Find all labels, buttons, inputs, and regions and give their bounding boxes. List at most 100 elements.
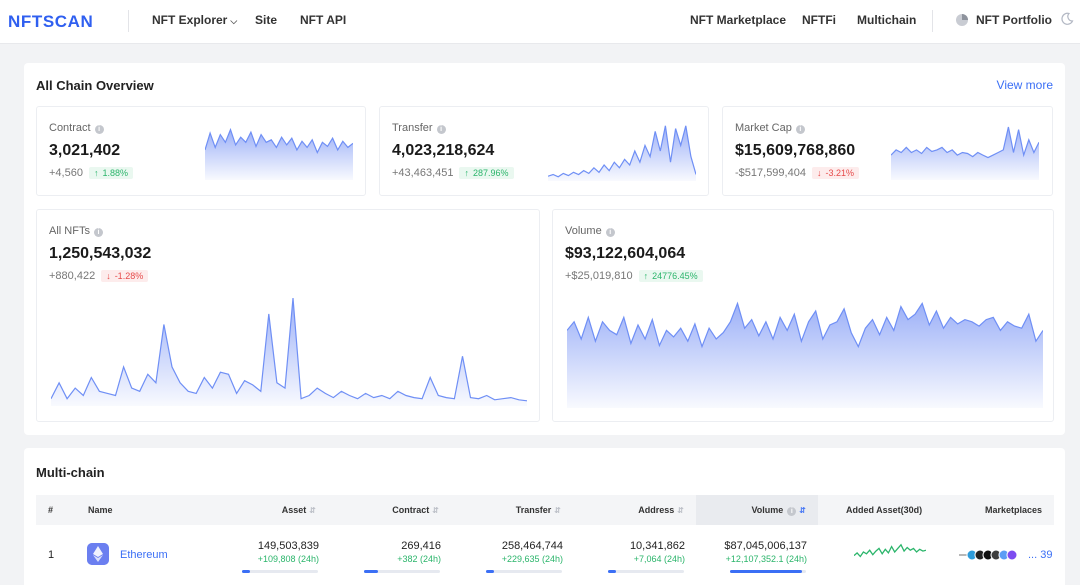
nav-divider <box>932 10 933 32</box>
stat-delta: +880,422 ↓ -1.28% <box>49 270 149 282</box>
cell-contract: 269,416 +382 (24h) <box>397 540 441 564</box>
table-header: # Name Asset ⇵ Contract ⇵ Transfer ⇵ Addres… <box>36 495 1054 525</box>
nav-nft-marketplace[interactable]: NFT Marketplace <box>690 13 787 27</box>
sort-icon: ⇵ <box>432 506 439 515</box>
sort-icon: ⇵ <box>554 506 561 515</box>
info-icon: i <box>93 228 103 237</box>
pie-chart-icon <box>956 14 968 26</box>
nav-site[interactable]: Site <box>255 13 278 27</box>
stat-card-transfer[interactable]: Transfer i 4,023,218,624 +43,463,451 ↑ 287.… <box>379 106 709 196</box>
info-icon: i <box>605 228 615 237</box>
stat-card-market-cap[interactable]: Market Cap i $15,609,768,860 -$517,599,40… <box>722 106 1053 196</box>
arrow-down-icon: ↓ <box>816 168 822 178</box>
stat-delta: +$25,019,810 ↑ 24776.45% <box>565 270 703 282</box>
section-title: Multi-chain <box>36 465 105 480</box>
nav-nft-explorer[interactable]: NFT Explorer ⌵ <box>152 13 238 27</box>
sparkline-area <box>51 298 527 406</box>
col-transfer[interactable]: Transfer ⇵ <box>515 505 561 515</box>
address-share-bar <box>608 570 684 573</box>
cell-transfer: 258,464,744 +229,635 (24h) <box>501 540 563 564</box>
asset-share-bar <box>242 570 318 573</box>
sort-icon: ⇵ <box>677 506 684 515</box>
stat-value: $15,609,768,860 <box>735 142 856 159</box>
sorted-column-highlight <box>696 495 818 525</box>
col-rank: # <box>48 505 54 515</box>
stat-change-badge: ↑ 1.88% <box>88 167 133 179</box>
stat-label: Market Cap i <box>735 122 805 134</box>
nftscan-logo[interactable]: NFTSCAN <box>8 8 108 34</box>
col-added-asset: Added Asset(30d) <box>846 505 923 515</box>
col-name: Name <box>88 505 113 515</box>
cell-address: 10,341,862 +7,064 (24h) <box>629 540 685 564</box>
stat-change-badge: ↑ 24776.45% <box>638 270 703 282</box>
sparkline-area <box>567 303 1043 408</box>
added-asset-sparkline <box>854 543 926 558</box>
nav-nft-portfolio[interactable]: NFT Portfolio <box>976 13 1052 27</box>
view-more-link[interactable]: View more <box>996 78 1053 92</box>
sparkline-line <box>205 127 353 154</box>
chevron-down-icon: ⌵ <box>230 16 238 26</box>
nav-nft-api[interactable]: NFT API <box>300 13 347 27</box>
stat-card-all-nfts[interactable]: All NFTs i 1,250,543,032 +880,422 ↓ -1.28% <box>36 209 540 422</box>
arrow-up-icon: ↑ <box>464 168 469 178</box>
marketplace-count-link[interactable]: ... 39 <box>1028 549 1053 561</box>
col-marketplaces: Marketplaces <box>984 505 1042 515</box>
info-icon: i <box>94 125 104 134</box>
row-rank: 1 <box>48 549 55 561</box>
cell-volume: $87,045,006,137 +12,107,352.1 (24h) <box>724 540 807 564</box>
section-title: All Chain Overview <box>36 78 154 93</box>
stat-value: $93,122,604,064 <box>565 245 686 262</box>
multi-chain-card: Multi-chain # Name Asset ⇵ Contract ⇵ Tran… <box>24 448 1065 585</box>
transfer-sparkline <box>548 125 696 181</box>
arrow-up-icon: ↑ <box>93 168 99 178</box>
col-contract[interactable]: Contract ⇵ <box>392 505 439 515</box>
svg-text:NFTSCAN: NFTSCAN <box>8 12 93 31</box>
col-asset[interactable]: Asset ⇵ <box>281 505 316 515</box>
stat-card-contract[interactable]: Contract i 3,021,402 +4,560 ↑ 1.88% <box>36 106 366 196</box>
stat-card-volume[interactable]: Volume i $93,122,604,064 +$25,019,810 ↑ 247… <box>552 209 1054 422</box>
top-navbar: NFTSCAN NFT Explorer ⌵ Site NFT API NFT M… <box>0 0 1080 44</box>
nav-multichain[interactable]: Multichain <box>857 13 917 27</box>
sparkline-line <box>567 301 1043 349</box>
info-icon: i <box>787 507 797 516</box>
col-address[interactable]: Address ⇵ <box>638 505 684 515</box>
nav-divider <box>128 10 129 32</box>
arrow-up-icon: ↑ <box>643 271 649 281</box>
sparkline-line <box>891 126 1039 159</box>
marketplace-logos[interactable] <box>959 548 1017 562</box>
chain-name-link[interactable]: Ethereum <box>120 549 168 561</box>
ethereum-icon <box>87 543 109 565</box>
sparkline-area <box>205 129 353 180</box>
stat-label: Transfer i <box>392 122 446 134</box>
stat-label: Contract i <box>49 122 104 134</box>
stat-change-badge: ↓ -3.21% <box>811 167 859 179</box>
stat-delta: -$517,599,404 ↓ -3.21% <box>735 167 859 179</box>
contract-sparkline <box>205 127 353 180</box>
stat-value: 3,021,402 <box>49 142 121 159</box>
all-nfts-chart <box>51 297 527 406</box>
stat-value: 1,250,543,032 <box>49 245 152 262</box>
nav-nftfi[interactable]: NFTFi <box>802 13 836 27</box>
all-chain-overview-card: All Chain Overview View more Contract i 3… <box>24 63 1065 435</box>
volume-share-bar <box>730 570 806 573</box>
stat-label: All NFTs i <box>49 225 103 237</box>
sort-icon: ⇵ <box>309 506 316 515</box>
transfer-share-bar <box>486 570 562 573</box>
sort-desc-icon: ⇵ <box>799 506 806 515</box>
moon-icon[interactable] <box>1060 12 1074 26</box>
stat-delta: +4,560 ↑ 1.88% <box>49 167 133 179</box>
added-asset-line <box>854 543 926 558</box>
sparkline-line <box>51 297 527 402</box>
market-cap-sparkline <box>891 126 1039 180</box>
info-icon: i <box>436 125 446 134</box>
stat-change-badge: ↓ -1.28% <box>101 270 149 282</box>
sparkline-area <box>548 125 696 181</box>
arrow-down-icon: ↓ <box>106 271 111 281</box>
stat-change-badge: ↑ 287.96% <box>459 167 514 179</box>
info-icon: i <box>795 125 805 134</box>
stat-delta: +43,463,451 ↑ 287.96% <box>392 167 514 179</box>
sparkline-line <box>548 125 696 178</box>
col-volume[interactable]: Volume i ⇵ <box>751 505 806 516</box>
cell-asset: 149,503,839 +109,808 (24h) <box>257 540 319 564</box>
stat-value: 4,023,218,624 <box>392 142 495 159</box>
